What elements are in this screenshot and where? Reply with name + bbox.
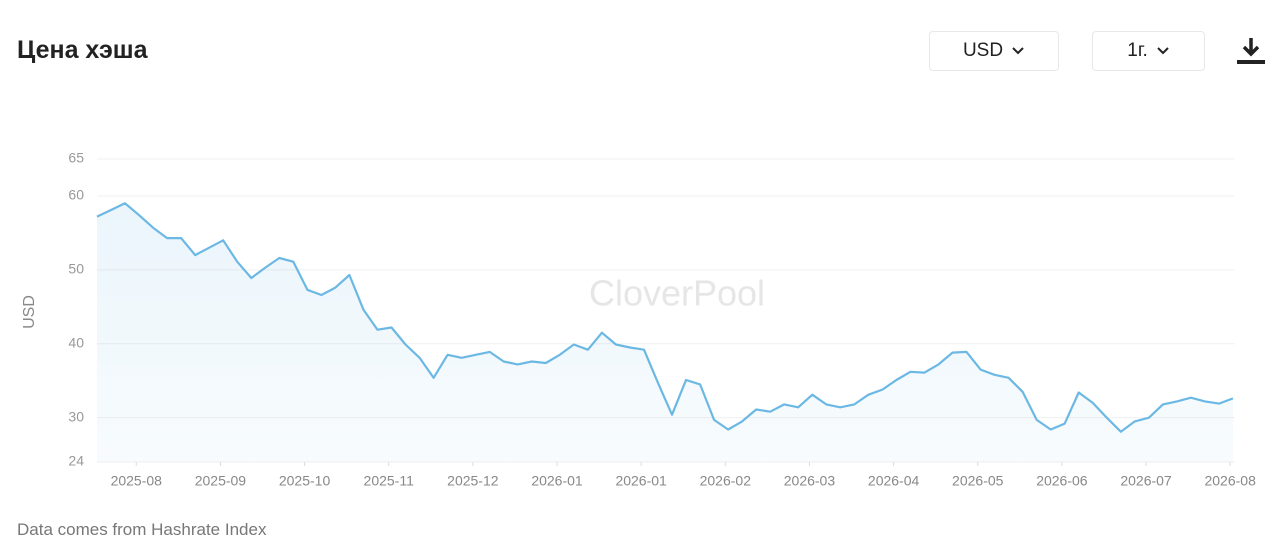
x-tick-label: 2026-08: [1204, 473, 1256, 489]
y-tick-label: 30: [68, 408, 84, 424]
currency-label: USD: [962, 40, 1004, 61]
page-title: Цена хэша: [17, 36, 148, 64]
x-tick-label: 2026-02: [700, 473, 752, 489]
chart: USD CloverPool 24 30 40 50 60 65 2025-08 2025-0…: [21, 150, 1256, 489]
x-tick-label: 2026-07: [1120, 473, 1172, 489]
y-tick-label: 24: [68, 453, 84, 469]
area-fill: [97, 203, 1233, 463]
x-tick-label: 2025-12: [447, 473, 499, 489]
x-tick-label: 2025-09: [195, 473, 247, 489]
period-label: 1г.: [1127, 40, 1148, 61]
y-tick-label: 50: [68, 261, 84, 277]
currency-dropdown[interactable]: USD: [929, 31, 1059, 71]
y-tick-label: 40: [68, 334, 84, 350]
watermark: CloverPool: [589, 273, 765, 314]
chevron: [1157, 47, 1169, 55]
x-tick-label: 2026-01: [615, 473, 667, 489]
x-tick-label: 2025-08: [111, 473, 163, 489]
y-axis-label: USD: [21, 295, 38, 329]
y-tick-label: 60: [68, 187, 84, 203]
chevron: [1012, 47, 1024, 55]
period-dropdown[interactable]: 1г.: [1092, 31, 1205, 71]
x-tick-label: 2026-05: [952, 473, 1004, 489]
x-tick-label: 2026-01: [531, 473, 583, 489]
x-tick-label: 2025-10: [279, 473, 331, 489]
download-button[interactable]: [1236, 36, 1266, 66]
x-tick-label: 2025-11: [364, 473, 415, 489]
price-line: [96, 202, 1234, 433]
source-note: Data comes from Hashrate Index: [17, 520, 267, 539]
x-tick-label: 2026-06: [1036, 473, 1088, 489]
y-tick-label: 65: [68, 150, 84, 166]
x-tick-label: 2026-03: [784, 473, 836, 489]
x-tick-label: 2026-04: [868, 473, 920, 489]
